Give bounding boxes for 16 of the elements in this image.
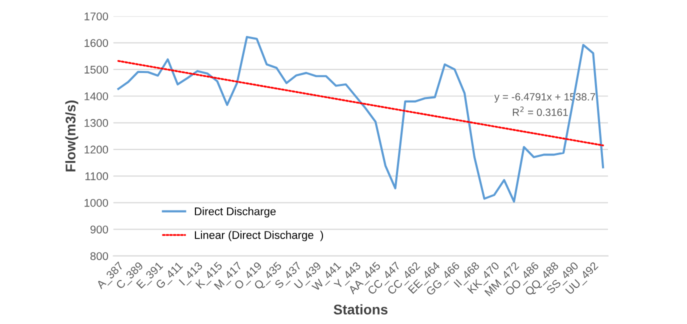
y-tick-label: 1600	[84, 39, 108, 47]
y-tick-label: 900	[90, 226, 108, 234]
y-tick-label: 1100	[85, 172, 108, 180]
y-tick-label: 1500	[84, 66, 108, 74]
x-axis-title: Stations	[334, 304, 388, 314]
annotation: R$^{2}$ = 0.3161	[512, 106, 568, 116]
y-tick-label: 1200	[84, 146, 108, 154]
legend-label: Direct Discharge	[194, 207, 276, 218]
y-axis-title: Flow(m3/s)	[65, 100, 78, 172]
y-tick-label: 1700	[84, 12, 108, 20]
y-tick-label: 800	[90, 252, 108, 260]
y-tick-label: 1400	[84, 92, 108, 100]
y-tick-label: 1000	[84, 198, 108, 207]
line-series	[117, 36, 604, 203]
y-tick-label: 1300	[84, 119, 108, 127]
legend-label: Linear (Direct Discharge )	[194, 230, 324, 242]
